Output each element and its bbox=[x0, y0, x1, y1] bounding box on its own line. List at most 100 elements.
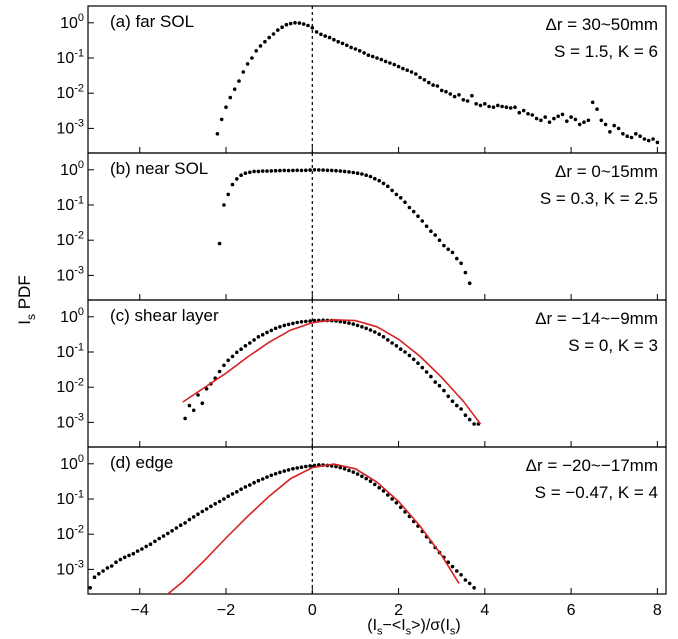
x-tick-label: 4 bbox=[480, 602, 489, 619]
data-point bbox=[496, 103, 500, 108]
data-point bbox=[463, 413, 468, 418]
data-point bbox=[222, 363, 226, 368]
data-point bbox=[338, 169, 343, 173]
data-point bbox=[357, 49, 362, 53]
panel-d: 100 10-1 10-2 10-3 (d) edge Δr = −20~−17mm S =… bbox=[56, 446, 667, 595]
data-point bbox=[284, 22, 289, 27]
data-point bbox=[638, 134, 642, 138]
data-point bbox=[295, 466, 300, 470]
data-point bbox=[381, 335, 386, 339]
data-point bbox=[360, 325, 364, 329]
data-point bbox=[366, 53, 371, 57]
data-point bbox=[513, 105, 517, 109]
y-tick-label: 10-2 bbox=[56, 229, 84, 249]
x-tick-label: −4 bbox=[131, 602, 149, 619]
data-point bbox=[122, 555, 127, 560]
data-point bbox=[355, 171, 360, 175]
data-point bbox=[297, 21, 302, 25]
panel-a: 100 10-1 10-2 10-3 (a) far SOL Δr = 30~50mm S … bbox=[56, 5, 667, 154]
data-point bbox=[373, 482, 377, 487]
data-point bbox=[222, 497, 226, 501]
data-point bbox=[439, 88, 444, 93]
data-point bbox=[271, 32, 276, 36]
panel-annotation: S = 0, K = 3 bbox=[568, 336, 658, 355]
y-tick-label: 10-1 bbox=[56, 47, 84, 67]
data-point bbox=[394, 501, 399, 505]
data-point bbox=[347, 170, 351, 174]
data-point bbox=[459, 407, 463, 411]
data-point bbox=[351, 322, 356, 326]
data-point bbox=[226, 192, 230, 197]
data-point bbox=[655, 140, 660, 145]
data-point bbox=[258, 44, 263, 48]
data-point bbox=[349, 45, 353, 50]
data-point bbox=[547, 120, 552, 124]
data-point bbox=[260, 332, 265, 337]
data-point bbox=[254, 49, 258, 53]
data-point bbox=[239, 347, 243, 352]
data-point bbox=[427, 80, 431, 85]
data-point bbox=[444, 89, 448, 94]
data-point bbox=[196, 393, 200, 397]
data-point bbox=[362, 51, 366, 55]
data-point bbox=[314, 30, 319, 34]
data-point bbox=[472, 586, 476, 590]
data-point bbox=[243, 344, 248, 348]
data-point bbox=[420, 219, 425, 223]
data-point bbox=[424, 224, 429, 228]
data-point bbox=[183, 521, 187, 525]
data-point bbox=[590, 100, 595, 105]
data-point bbox=[390, 188, 394, 193]
data-point bbox=[280, 25, 284, 30]
panel-annotation: Δr = −14~−9mm bbox=[535, 309, 658, 328]
data-point bbox=[491, 105, 496, 109]
data-point bbox=[174, 526, 179, 530]
data-point bbox=[252, 480, 256, 485]
data-point bbox=[252, 338, 256, 342]
data-point bbox=[237, 79, 241, 83]
data-point bbox=[381, 489, 386, 493]
data-point bbox=[88, 586, 92, 590]
panel-annotation: Δr = 0~15mm bbox=[555, 162, 658, 181]
fit-curve bbox=[182, 318, 482, 425]
data-point bbox=[364, 476, 369, 481]
data-point bbox=[299, 168, 304, 173]
data-point bbox=[256, 335, 261, 339]
y-tick-label: 10-3 bbox=[56, 412, 84, 432]
data-point bbox=[235, 490, 239, 494]
data-point bbox=[276, 28, 280, 32]
data-point bbox=[386, 184, 390, 189]
data-point bbox=[336, 39, 341, 44]
data-point bbox=[219, 117, 224, 122]
data-point bbox=[92, 575, 97, 579]
y-tick-label: 100 bbox=[60, 12, 84, 32]
data-point bbox=[368, 174, 373, 179]
data-point bbox=[200, 509, 205, 514]
data-point bbox=[178, 523, 183, 527]
data-point bbox=[304, 464, 308, 469]
data-point bbox=[200, 401, 205, 406]
data-point bbox=[474, 102, 479, 106]
data-point bbox=[364, 173, 369, 177]
x-tick-label: 8 bbox=[653, 602, 662, 619]
data-point bbox=[530, 113, 535, 117]
data-point bbox=[403, 200, 407, 204]
data-point bbox=[463, 270, 468, 275]
data-point bbox=[521, 108, 526, 113]
data-point bbox=[347, 468, 351, 473]
data-point bbox=[599, 118, 604, 123]
data-point bbox=[204, 387, 209, 391]
data-point bbox=[465, 99, 470, 103]
data-point bbox=[291, 168, 295, 173]
data-point bbox=[398, 505, 403, 510]
data-point bbox=[401, 66, 405, 71]
data-point bbox=[332, 37, 336, 42]
data-point bbox=[131, 551, 136, 556]
data-point bbox=[603, 122, 608, 127]
data-point bbox=[299, 320, 304, 324]
y-tick-label: 10-2 bbox=[56, 82, 84, 102]
data-point bbox=[226, 358, 230, 363]
data-point bbox=[224, 105, 228, 109]
data-point bbox=[360, 474, 364, 479]
data-point bbox=[230, 354, 235, 359]
